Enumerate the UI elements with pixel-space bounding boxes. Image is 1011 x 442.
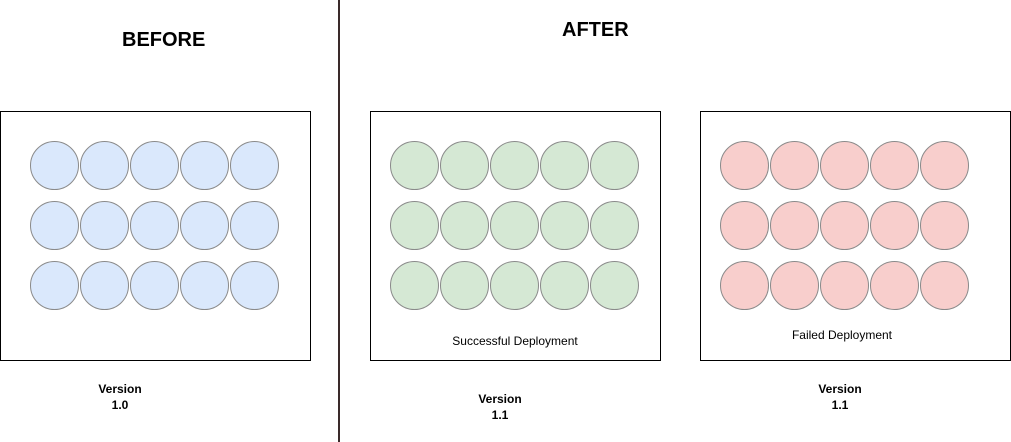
node-circle	[130, 141, 179, 190]
after-heading: AFTER	[562, 19, 629, 41]
node-circle	[390, 261, 439, 310]
node-circle	[230, 201, 279, 250]
node-circle	[820, 201, 869, 250]
node-circle	[390, 201, 439, 250]
success-version: Version 1.1	[460, 391, 540, 423]
divider-line	[338, 0, 340, 442]
node-circle	[590, 261, 639, 310]
node-circle	[920, 141, 969, 190]
node-circle	[440, 261, 489, 310]
node-circle	[870, 201, 919, 250]
node-circle	[30, 261, 79, 310]
failed-caption: Failed Deployment	[791, 328, 893, 342]
node-circle	[770, 201, 819, 250]
node-circle	[180, 261, 229, 310]
node-circle	[80, 141, 129, 190]
node-circle	[590, 201, 639, 250]
node-circle	[30, 201, 79, 250]
node-circle	[490, 141, 539, 190]
before-version-label: Version	[98, 382, 142, 396]
node-circle	[870, 141, 919, 190]
before-panel	[0, 111, 311, 361]
failed-panel: Failed Deployment	[700, 111, 1011, 361]
node-circle	[390, 141, 439, 190]
failed-version-number: 1.1	[831, 398, 849, 412]
before-version-number: 1.0	[111, 398, 129, 412]
node-circle	[130, 201, 179, 250]
node-circle	[820, 141, 869, 190]
node-circle	[440, 141, 489, 190]
node-circle	[80, 201, 129, 250]
node-circle	[920, 201, 969, 250]
node-circle	[230, 261, 279, 310]
node-circle	[180, 201, 229, 250]
node-circle	[920, 261, 969, 310]
before-heading: BEFORE	[122, 29, 206, 51]
node-circle	[590, 141, 639, 190]
failed-version-label: Version	[818, 382, 862, 396]
node-circle	[770, 141, 819, 190]
node-circle	[180, 141, 229, 190]
node-circle	[540, 261, 589, 310]
success-version-number: 1.1	[491, 408, 509, 422]
before-version: Version 1.0	[80, 381, 160, 413]
node-circle	[490, 261, 539, 310]
node-circle	[130, 261, 179, 310]
failed-version: Version 1.1	[800, 381, 880, 413]
node-circle	[30, 141, 79, 190]
node-circle	[80, 261, 129, 310]
node-circle	[540, 201, 589, 250]
node-circle	[540, 141, 589, 190]
success-panel: Successful Deployment	[370, 111, 661, 361]
node-circle	[720, 261, 769, 310]
node-circle	[820, 261, 869, 310]
success-version-label: Version	[478, 392, 522, 406]
node-circle	[720, 201, 769, 250]
node-circle	[440, 201, 489, 250]
node-circle	[770, 261, 819, 310]
success-caption: Successful Deployment	[452, 334, 578, 348]
node-circle	[490, 201, 539, 250]
node-circle	[230, 141, 279, 190]
node-circle	[870, 261, 919, 310]
node-circle	[720, 141, 769, 190]
